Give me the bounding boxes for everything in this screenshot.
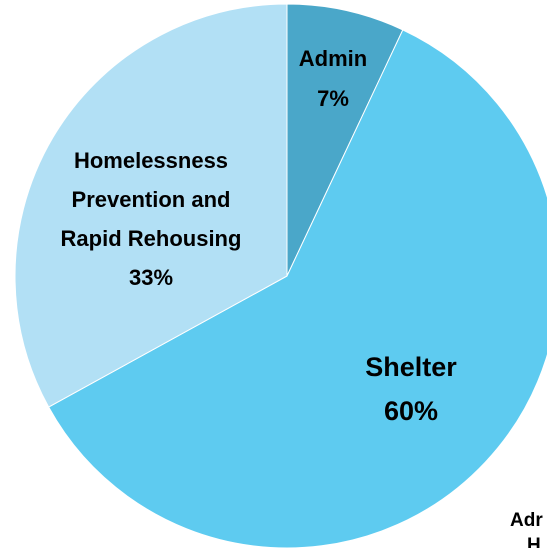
label-hp-line-3: Rapid Rehousing — [61, 226, 242, 251]
pie-slice-homelessness-prevention-and-rapid-rehousing — [14, 3, 288, 408]
pie-slice-admin — [286, 3, 404, 277]
label-admin-name: Admin — [299, 46, 367, 71]
label-shelter-name: Shelter — [365, 352, 457, 382]
label-shelter-value: 60% — [384, 396, 438, 426]
label-homelessness-prevention: Homelessness Prevention and Rapid Rehous… — [61, 148, 242, 290]
label-admin: Admin 7% — [299, 46, 367, 111]
label-admin-value: 7% — [317, 86, 349, 111]
clipped-legend-text-1: Adr — [510, 510, 543, 531]
label-hp-line-2: Prevention and — [72, 187, 231, 212]
label-hp-line-1: Homelessness — [74, 148, 228, 173]
pie-slices — [14, 3, 547, 548]
label-hp-value: 33% — [129, 265, 173, 290]
label-shelter: Shelter 60% — [365, 352, 457, 426]
clipped-legend-text-2: H — [527, 535, 541, 548]
pie-slice-shelter — [47, 29, 547, 548]
